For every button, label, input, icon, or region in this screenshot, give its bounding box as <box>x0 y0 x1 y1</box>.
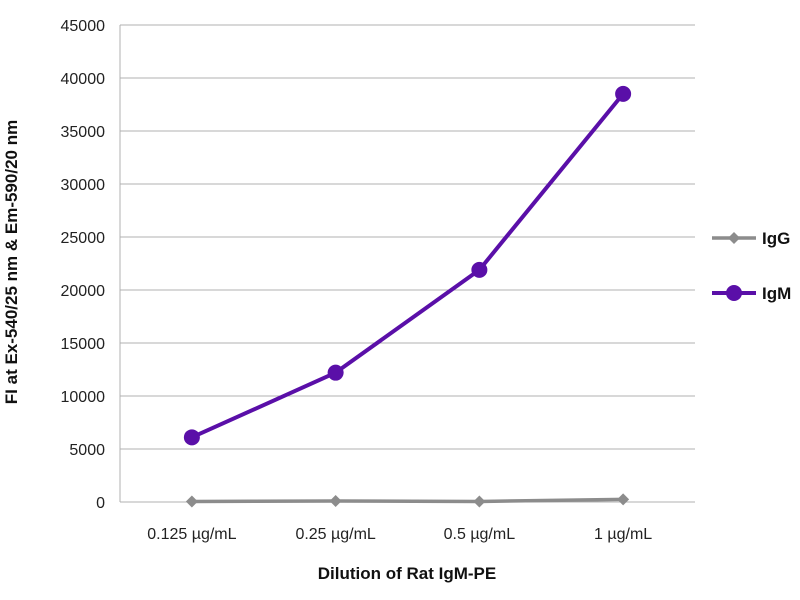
y-tick-label: 0 <box>96 495 105 512</box>
y-tick-label: 30000 <box>61 177 106 194</box>
legend-label: IgG <box>762 229 790 248</box>
series-igg <box>185 493 630 508</box>
data-point-igg <box>617 493 630 506</box>
series-line-igg <box>191 497 624 504</box>
y-tick-label: 15000 <box>61 336 106 353</box>
legend-label: IgM <box>762 284 791 303</box>
x-axis-title: Dilution of Rat IgM-PE <box>318 564 496 583</box>
series-layer <box>183 85 632 508</box>
x-tick-label: 0.125 µg/mL <box>147 526 236 543</box>
series-line-igm <box>191 92 625 440</box>
y-tick-label: 10000 <box>61 389 106 406</box>
data-point-igg <box>185 495 198 508</box>
x-tick-label: 1 µg/mL <box>594 526 652 543</box>
legend: IgG IgM <box>712 229 791 303</box>
y-axis-ticks: 0 5000 10000 15000 20000 25000 30000 35000 40000… <box>61 18 106 512</box>
legend-item-igm: IgM <box>712 284 791 303</box>
y-tick-label: 40000 <box>61 71 106 88</box>
y-tick-label: 35000 <box>61 124 106 141</box>
data-point-igm <box>327 364 344 381</box>
data-point-igm <box>615 85 632 102</box>
y-axis-title: FI at Ex-540/25 nm & Em-590/20 nm <box>2 120 21 404</box>
data-point-igg <box>329 494 342 507</box>
legend-marker-circle-icon <box>726 285 742 301</box>
data-point-igm <box>183 429 200 446</box>
data-point-igm <box>471 261 488 278</box>
legend-item-igg: IgG <box>712 229 790 248</box>
y-tick-label: 45000 <box>61 18 106 35</box>
y-tick-label: 5000 <box>69 442 105 459</box>
gridlines <box>120 24 695 503</box>
legend-marker-diamond-icon <box>728 232 740 244</box>
y-tick-label: 25000 <box>61 230 106 247</box>
series-igm <box>183 85 632 446</box>
x-tick-label: 0.5 µg/mL <box>444 526 516 543</box>
y-tick-label: 20000 <box>61 283 106 300</box>
data-point-igg <box>473 495 486 508</box>
x-axis-ticks: 0.125 µg/mL 0.25 µg/mL 0.5 µg/mL 1 µg/mL <box>147 526 652 543</box>
x-tick-label: 0.25 µg/mL <box>295 526 375 543</box>
